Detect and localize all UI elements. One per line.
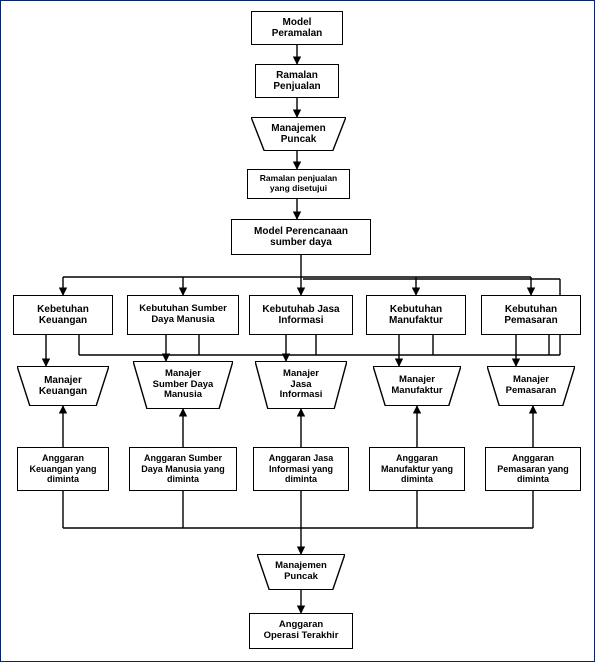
node-label: RamalanPenjualan [273,70,320,93]
node-n6: ManajemenPuncak [257,554,345,590]
node-label: ManajerPemasaran [506,375,557,397]
flowchart-canvas: ModelPeramalan RamalanPenjualan ManajemenP… [0,0,595,662]
node-label: KebutuhanManufaktur [389,304,443,327]
node-m3: ManajerJasaInformasi [255,361,347,409]
node-label: KebutuhanPemasaran [504,304,557,327]
node-b5: KebutuhanPemasaran [481,295,581,335]
node-n5: Model Perencanaansumber daya [231,219,371,255]
node-m2: ManajerSumber DayaManusia [133,361,233,409]
node-label: ManajerSumber DayaManusia [153,369,214,402]
node-label: Kebutuhab JasaInformasi [262,304,339,327]
node-label: AnggaranManufaktur yangdiminta [381,453,453,484]
node-label: ManajemenPuncak [271,123,325,146]
node-b1: KebetuhanKeuangan [13,295,113,335]
node-label: ManajemenPuncak [275,561,327,583]
node-label: ManajerKeuangan [39,375,87,398]
node-a5: AnggaranPemasaran yangdiminta [485,447,581,491]
node-m4: ManajerManufaktur [373,366,461,406]
node-b2: Kebutuhan SumberDaya Manusia [127,295,239,335]
node-n2: RamalanPenjualan [255,64,339,98]
node-label: Ramalan penjualanyang disetujui [260,174,337,194]
node-a1: AnggaranKeuangan yangdiminta [17,447,109,491]
node-label: ModelPeramalan [272,17,323,40]
node-b4: KebutuhanManufaktur [366,295,466,335]
node-label: ManajerJasaInformasi [280,369,323,402]
node-b3: Kebutuhab JasaInformasi [249,295,353,335]
node-n7: AnggaranOperasi Terakhir [249,613,353,649]
node-a4: AnggaranManufaktur yangdiminta [369,447,465,491]
node-label: Anggaran JasaInformasi yangdiminta [269,453,334,484]
node-n1: ModelPeramalan [251,11,343,45]
node-label: KebetuhanKeuangan [37,304,89,327]
node-n4: Ramalan penjualanyang disetujui [247,169,350,199]
node-label: AnggaranPemasaran yangdiminta [497,453,569,484]
node-label: Kebutuhan SumberDaya Manusia [139,304,227,326]
node-label: AnggaranOperasi Terakhir [264,620,339,642]
node-a3: Anggaran JasaInformasi yangdiminta [253,447,349,491]
node-m5: ManajerPemasaran [487,366,575,406]
node-n3: ManajemenPuncak [251,117,346,151]
node-a2: Anggaran SumberDaya Manusia yangdiminta [129,447,237,491]
node-label: Model Perencanaansumber daya [254,226,348,249]
node-m1: ManajerKeuangan [17,366,109,406]
node-label: ManajerManufaktur [391,375,442,397]
node-label: Anggaran SumberDaya Manusia yangdiminta [141,453,225,484]
node-label: AnggaranKeuangan yangdiminta [29,453,96,484]
